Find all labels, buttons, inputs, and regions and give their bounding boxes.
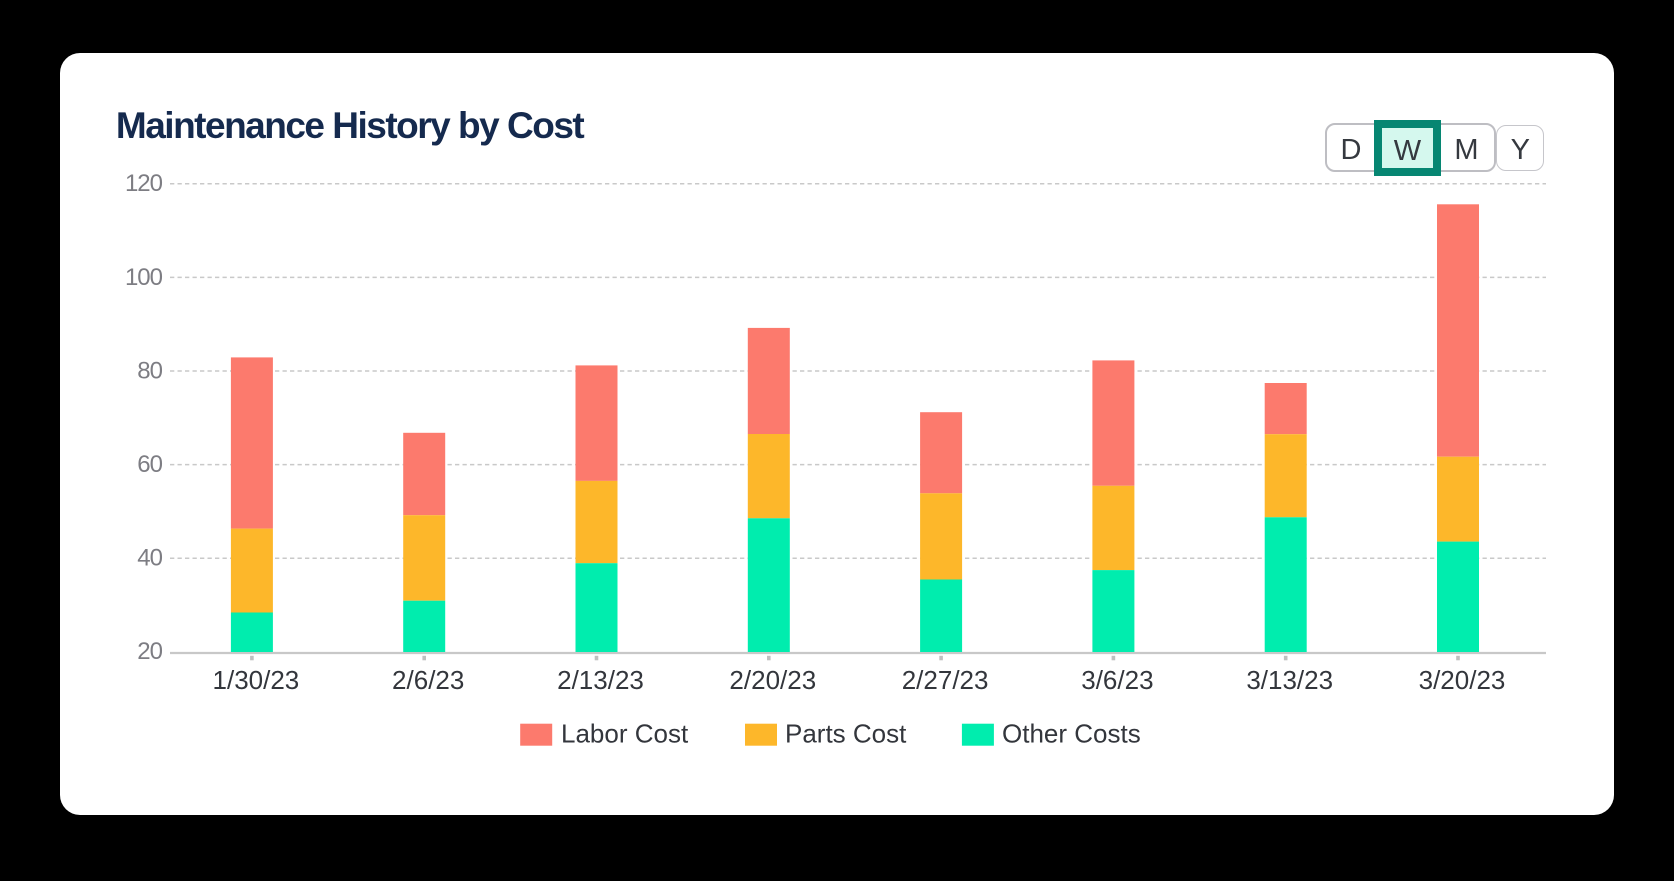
svg-text:Parts Cost: Parts Cost xyxy=(785,719,907,749)
svg-text:2/20/23: 2/20/23 xyxy=(729,665,816,695)
svg-text:3/20/23: 3/20/23 xyxy=(1419,665,1506,695)
svg-text:3/6/23: 3/6/23 xyxy=(1081,665,1153,695)
svg-text:Other Costs: Other Costs xyxy=(1002,719,1141,749)
svg-text:60: 60 xyxy=(137,451,162,478)
svg-text:80: 80 xyxy=(137,357,162,384)
svg-text:3/13/23: 3/13/23 xyxy=(1246,665,1333,695)
svg-text:40: 40 xyxy=(137,545,162,572)
svg-text:20: 20 xyxy=(137,638,162,665)
svg-text:2/27/23: 2/27/23 xyxy=(902,665,989,695)
svg-text:2/13/23: 2/13/23 xyxy=(557,665,644,695)
svg-text:Labor Cost: Labor Cost xyxy=(561,719,689,749)
svg-text:1/30/23: 1/30/23 xyxy=(213,665,300,695)
svg-text:120: 120 xyxy=(125,170,163,197)
svg-text:100: 100 xyxy=(125,264,163,291)
svg-text:2/6/23: 2/6/23 xyxy=(392,665,464,695)
